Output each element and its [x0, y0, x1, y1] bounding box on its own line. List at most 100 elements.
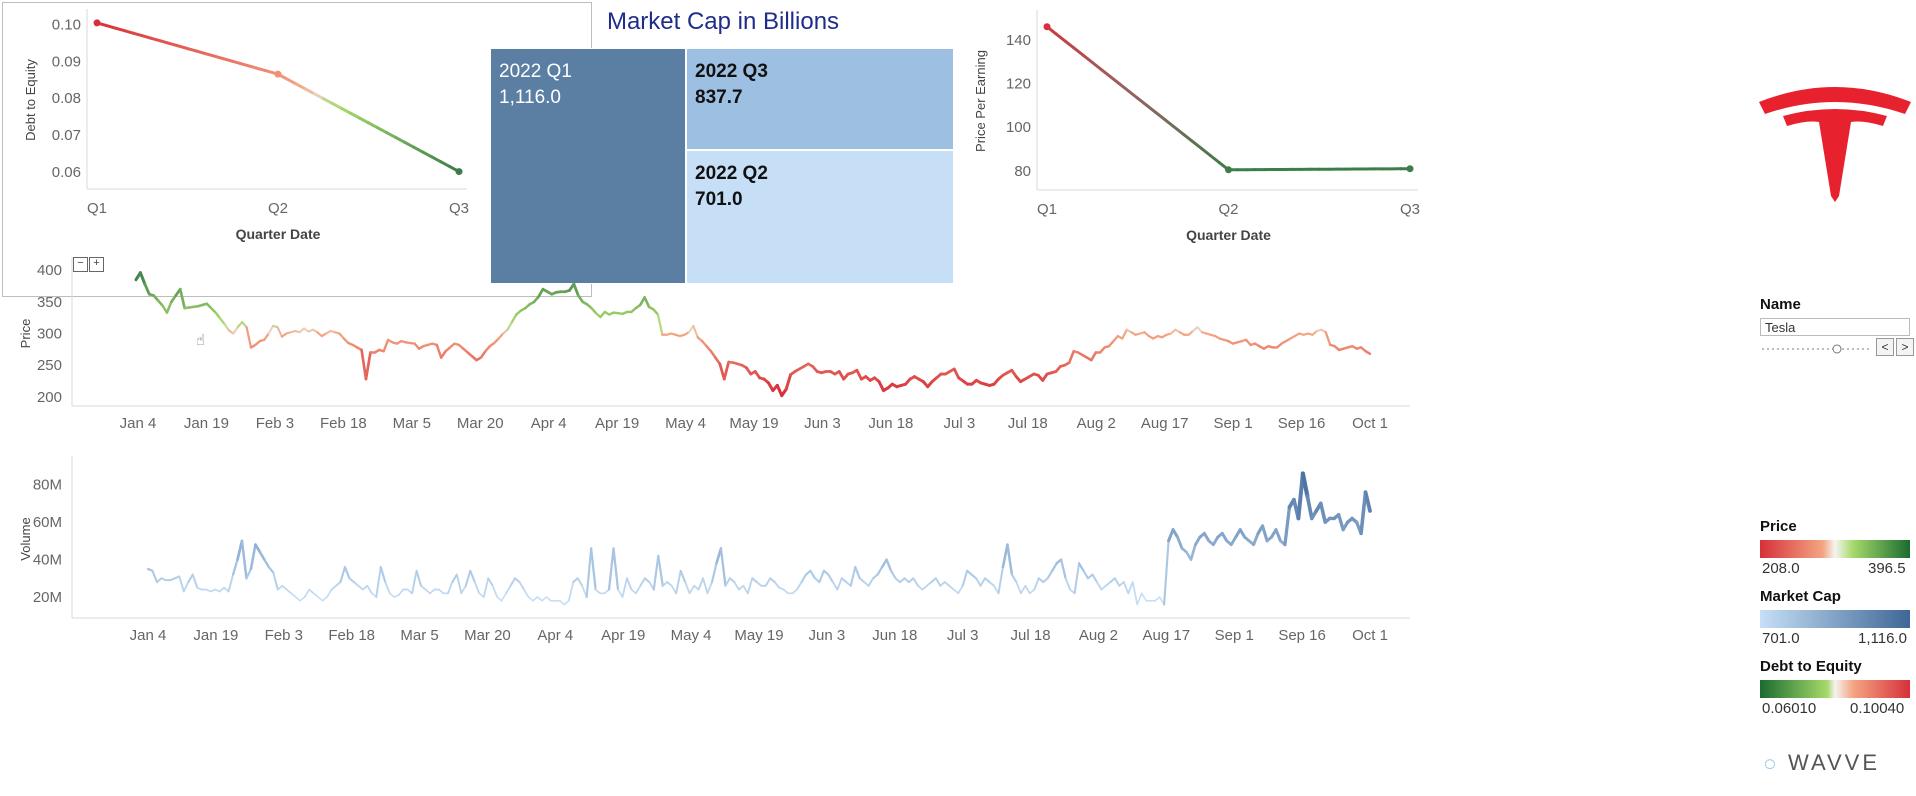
volume-segment	[151, 569, 158, 584]
zoom-out-button[interactable]: −	[73, 257, 88, 272]
data-point[interactable]	[1406, 165, 1414, 173]
line-segment	[403, 140, 416, 149]
volume-segment	[670, 584, 678, 595]
treemap-cell-label: 2022 Q1	[499, 61, 572, 82]
wavve-brand-text: WAVVE	[1788, 750, 1881, 775]
x-tick-label: Sep 1	[1215, 627, 1254, 644]
line-segment	[1190, 139, 1203, 150]
data-point[interactable]	[274, 70, 282, 78]
x-tick-label: Jan 4	[130, 627, 167, 644]
volume-segment	[326, 588, 333, 598]
x-tick-label: Q2	[1218, 201, 1238, 218]
x-tick-label: Q2	[268, 200, 288, 217]
next-button[interactable]: >	[1896, 338, 1914, 356]
line-segment	[149, 36, 162, 43]
line-segment	[339, 106, 352, 115]
market-cap-legend-title: Market Cap	[1760, 588, 1841, 605]
volume-segment	[840, 577, 848, 584]
price-chart: 200 250 300 350 400 Jan 4 Jan 19 Feb 3 Feb 18 Mar…	[18, 257, 1410, 432]
x-tick-label: Feb 3	[265, 627, 303, 644]
volume-segment	[1305, 494, 1314, 521]
name-slider[interactable]	[1762, 344, 1872, 354]
volume-segment	[621, 577, 628, 598]
treemap-cell[interactable]: 2022 Q3 837.7	[686, 48, 954, 150]
price-segment	[1090, 351, 1098, 362]
x-axis-title: Quarter Date	[1186, 227, 1271, 243]
volume-segment	[1140, 592, 1147, 602]
treemap-cell[interactable]: 2022 Q1 1,116.0	[490, 48, 686, 284]
volume-segment	[1024, 584, 1031, 595]
volume-segment	[1359, 490, 1368, 536]
volume-segment	[912, 577, 919, 587]
price-segment	[435, 343, 443, 359]
data-point[interactable]	[1043, 23, 1051, 31]
volume-segment	[254, 543, 262, 554]
y-tick-label: 0.10	[52, 16, 81, 33]
price-segment	[1067, 349, 1075, 364]
name-input[interactable]: Tesla	[1760, 318, 1910, 336]
price-segment	[382, 338, 390, 353]
data-point[interactable]	[1225, 166, 1232, 174]
x-tick-label: May 19	[734, 627, 783, 644]
price-legend-title: Price	[1760, 518, 1797, 535]
volume-segment	[473, 581, 481, 595]
volume-segment	[424, 588, 431, 595]
volume-segment	[728, 577, 736, 584]
volume-segment	[567, 581, 575, 602]
volume-segment	[281, 584, 288, 591]
volume-segment	[1091, 573, 1098, 584]
wavve-logo-icon: ◌	[1764, 753, 1779, 775]
line-segment	[1090, 61, 1103, 72]
price-segment	[572, 282, 580, 297]
y-axis-title: Debt to Equity	[23, 59, 38, 141]
volume-segment	[706, 581, 713, 595]
volume-segment	[1064, 577, 1072, 591]
volume-segment	[438, 588, 445, 595]
y-tick-label: 0.08	[52, 90, 81, 107]
volume-chart: 20M 40M 60M 80M Jan 4 Jan 19 Feb 3 Feb 18 Mar 5 M…	[18, 456, 1410, 644]
price-segment	[223, 322, 230, 332]
volume-segment	[518, 581, 525, 591]
price-segment	[497, 332, 505, 340]
volume-segment	[684, 581, 691, 595]
volume-segment	[1300, 471, 1310, 499]
volume-segment	[585, 547, 593, 599]
volume-segment	[294, 596, 301, 602]
volume-segment	[657, 554, 664, 587]
debt-legend-max: 0.10040	[1850, 700, 1905, 717]
pointer-cursor-icon: ☝	[196, 332, 205, 349]
treemap-cell[interactable]: 2022 Q2 701.0	[686, 150, 954, 284]
volume-segment	[997, 566, 1004, 595]
line-segment	[222, 57, 235, 63]
data-point[interactable]	[93, 19, 101, 27]
price-segment	[877, 380, 885, 393]
volume-segment	[827, 573, 834, 584]
x-tick-label: Aug 2	[1079, 627, 1118, 644]
line-segment	[430, 155, 443, 164]
volume-segment	[227, 573, 235, 593]
volume-segment	[527, 596, 534, 602]
data-point[interactable]	[455, 168, 463, 176]
volume-segment	[769, 577, 776, 584]
zoom-controls: − +	[73, 257, 105, 272]
price-legend-gradient	[1760, 540, 1910, 558]
line-segment	[294, 82, 307, 91]
volume-segment	[420, 584, 427, 591]
volume-segment	[1118, 581, 1125, 587]
volume-segment	[308, 588, 315, 595]
y-tick-label: 40M	[33, 552, 62, 569]
volume-segment	[379, 566, 387, 584]
zoom-in-button[interactable]: +	[89, 257, 104, 272]
volume-segment	[1019, 584, 1027, 595]
volume-segment	[921, 584, 928, 591]
previous-button[interactable]: <	[1876, 338, 1894, 356]
volume-segment	[594, 588, 601, 595]
price-segment	[1121, 328, 1128, 340]
volume-segment	[187, 573, 194, 584]
price-segment	[643, 296, 651, 309]
volume-segment	[545, 596, 552, 602]
treemap-title: Market Cap in Billions	[606, 8, 840, 35]
debt-legend-title: Debt to Equity	[1760, 658, 1862, 675]
x-tick-label: Sep 1	[1214, 415, 1253, 432]
volume-segment	[451, 573, 458, 584]
